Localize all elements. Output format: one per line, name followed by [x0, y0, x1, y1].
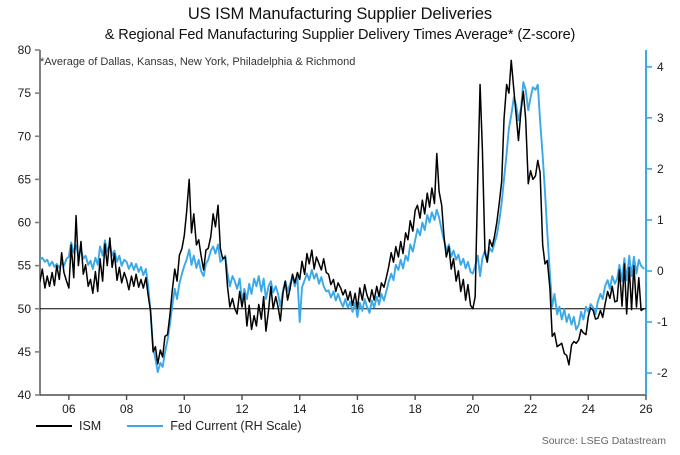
y-axis-right-tick-label: -2 [657, 366, 668, 380]
x-axis-tick-label: 26 [639, 402, 653, 416]
y-axis-left-tick-label: 50 [18, 302, 32, 316]
y-axis-left-tick-label: 55 [18, 259, 32, 273]
x-axis-tick-label: 12 [235, 402, 249, 416]
y-axis-left-tick-label: 40 [18, 388, 32, 402]
legend-item-fed-current[interactable]: Fed Current (RH Scale) [127, 419, 302, 433]
axis-layer [35, 49, 652, 400]
y-axis-left-tick-label: 65 [18, 172, 32, 186]
y-axis-right-tick-label: -1 [657, 315, 668, 329]
x-axis-tick-label: 18 [408, 402, 422, 416]
y-axis-left-tick-label: 45 [18, 345, 32, 359]
x-axis-tick-label: 08 [120, 402, 134, 416]
x-axis-tick-label: 22 [524, 402, 538, 416]
source-attribution: Source: LSEG Datastream [541, 435, 666, 447]
series-line-fed-current-rh-scale [40, 81, 645, 373]
x-axis-tick-label: 24 [582, 402, 596, 416]
x-axis-tick-label: 20 [466, 402, 480, 416]
y-axis-right-tick-label: 4 [657, 60, 664, 74]
x-axis-tick-label: 10 [178, 402, 192, 416]
y-axis-left-tick-label: 60 [18, 216, 32, 230]
y-axis-left-tick-label: 80 [18, 43, 32, 57]
legend-item-ism[interactable]: ISM [36, 419, 101, 433]
legend-label-ism: ISM [79, 419, 102, 433]
x-axis-tick-label: 16 [351, 402, 365, 416]
series-layer [40, 59, 645, 373]
y-axis-left-tick-label: 70 [18, 129, 32, 143]
legend-swatch-ism-icon [36, 425, 72, 427]
y-axis-left-tick-label: 75 [18, 86, 32, 100]
chart-legend: ISM Fed Current (RH Scale) [36, 419, 302, 433]
y-axis-right-tick-label: 3 [657, 111, 664, 125]
legend-label-fed-current: Fed Current (RH Scale) [170, 419, 302, 433]
x-axis-tick-label: 06 [62, 402, 76, 416]
legend-swatch-fed-icon [127, 425, 164, 427]
y-axis-right-tick-label: 1 [657, 213, 664, 227]
series-line-ism [40, 59, 645, 366]
y-axis-right-tick-label: 2 [657, 162, 664, 176]
x-axis-tick-label: 14 [293, 402, 307, 416]
y-axis-right-tick-label: 0 [657, 264, 664, 278]
footnote-annotation: *Average of Dallas, Kansas, New York, Ph… [40, 56, 356, 68]
